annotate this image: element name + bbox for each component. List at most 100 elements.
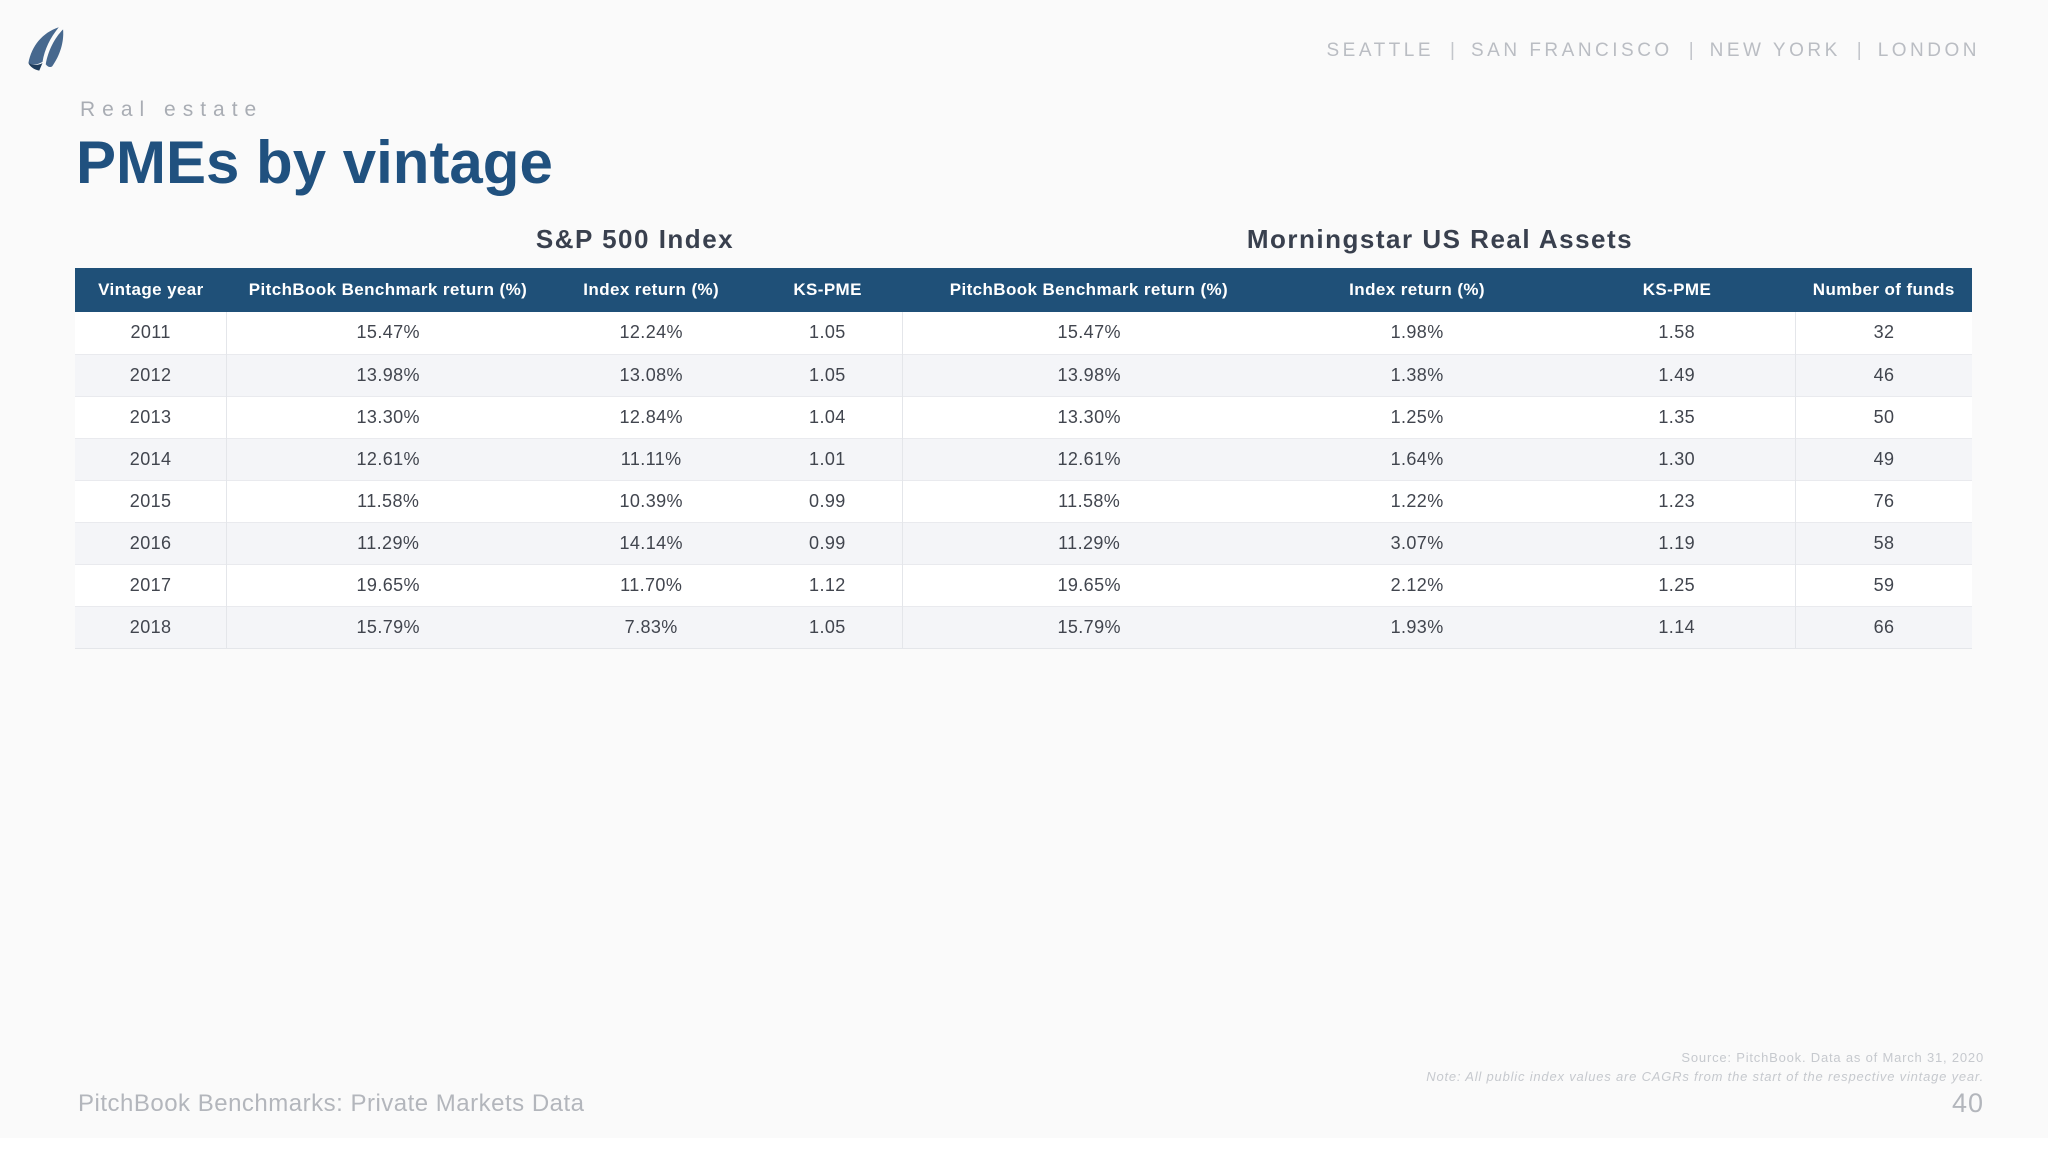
value-cell: 11.58%	[226, 479, 550, 522]
table-row: 2014 12.61% 11.11% 1.01 12.61% 1.64% 1.30 49	[75, 437, 1972, 480]
pme-table: Vintage year PitchBook Benchmark return (…	[75, 268, 1972, 649]
value-cell: 76	[1795, 479, 1972, 522]
city-separator: |	[1450, 40, 1455, 61]
city-label: NEW YORK	[1709, 40, 1841, 61]
column-header: Vintage year	[75, 268, 227, 312]
page-number: 40	[1951, 1088, 1984, 1118]
value-cell: 1.98%	[1390, 322, 1444, 343]
value-cell: 13.30%	[902, 395, 1276, 438]
value-cell: 2.12%	[1275, 563, 1559, 606]
vintage-year-cell: 2017	[75, 563, 228, 606]
column-header: PitchBook Benchmark return (%)	[902, 268, 1276, 312]
table-row: 2017 19.65% 11.70% 1.12 19.65% 2.12% 1.25 59	[75, 563, 1972, 606]
value-cell: 1.25%	[1275, 395, 1559, 438]
value-cell: 13.98%	[226, 353, 550, 396]
value-cell: 15.47%	[356, 322, 420, 343]
value-cell: 1.04	[753, 395, 903, 438]
value-cell: 1.35	[1558, 395, 1797, 438]
city-label: SEATTLE	[1326, 40, 1435, 61]
value-cell: 32	[1873, 322, 1895, 343]
value-cell: 46	[1795, 353, 1972, 396]
table-head: Vintage year PitchBook Benchmark return (…	[75, 268, 1972, 312]
vintage-year-cell: 2012	[75, 353, 228, 396]
value-cell: 12.61%	[902, 437, 1276, 480]
group-title-sp500: S&P 500 Index	[535, 224, 735, 254]
table-row: 2012 13.98% 13.08% 1.05 13.98% 1.38% 1.49 46	[75, 353, 1972, 396]
vintage-year-cell: 2015	[75, 479, 228, 522]
value-cell: 1.64%	[1275, 437, 1559, 480]
pitchbook-logo-icon	[28, 27, 64, 71]
value-cell: 13.08%	[549, 353, 754, 396]
value-cell: 11.29%	[226, 521, 550, 564]
vintage-year-cell: 2014	[75, 437, 228, 480]
value-cell: 1.01	[753, 437, 903, 480]
vintage-year-cell: 2013	[75, 395, 228, 438]
column-header: KS-PME	[753, 268, 903, 312]
city-label: SAN FRANCISCO	[1470, 40, 1673, 61]
value-cell: 19.65%	[902, 563, 1276, 606]
group-title-morningstar: Morningstar US Real Assets	[1246, 224, 1634, 254]
table-header-row: Vintage year PitchBook Benchmark return (…	[75, 268, 1972, 312]
slide-bottom-edge	[0, 1138, 2048, 1152]
value-cell: 13.30%	[226, 395, 550, 438]
table-row: 2015 11.58% 10.39% 0.99 11.58% 1.22% 1.23 76	[75, 479, 1972, 522]
value-cell: 11.70%	[549, 563, 754, 606]
value-cell: 12.84%	[549, 395, 754, 438]
value-cell: 1.05	[753, 353, 903, 396]
source-line: Source: PitchBook. Data as of March 31, …	[1681, 1050, 1984, 1065]
note-line: Note: All public index values are CAGRs …	[1426, 1069, 1984, 1084]
value-cell: 0.99	[753, 479, 903, 522]
value-cell: 11.29%	[902, 521, 1276, 564]
column-header: KS-PME	[1558, 268, 1796, 312]
value-cell: 1.93%	[1275, 605, 1559, 648]
value-cell: 12.24%	[619, 322, 683, 343]
value-cell: 66	[1795, 605, 1972, 648]
value-cell: 58	[1795, 521, 1972, 564]
value-cell: 10.39%	[549, 479, 754, 522]
value-cell: 15.79%	[226, 605, 550, 648]
city-separator: |	[1688, 40, 1694, 61]
value-cell: 1.38%	[1275, 353, 1559, 396]
value-cell: 15.47%	[1057, 322, 1121, 343]
value-cell: 1.23	[1558, 479, 1797, 522]
value-cell: 1.12	[753, 563, 903, 606]
value-cell: 0.99	[753, 521, 903, 564]
value-cell: 1.22%	[1275, 479, 1559, 522]
value-cell: 1.05	[753, 605, 903, 648]
value-cell: 1.25	[1558, 563, 1797, 606]
value-cell: 7.83%	[549, 605, 754, 648]
value-cell: 50	[1795, 395, 1972, 438]
value-cell: 11.11%	[549, 437, 754, 480]
value-cell: 1.30	[1558, 437, 1797, 480]
value-cell: 1.19	[1558, 521, 1797, 564]
city-separator: |	[1856, 40, 1862, 61]
value-cell: 14.14%	[549, 521, 754, 564]
column-header: PitchBook Benchmark return (%)	[226, 268, 550, 312]
table-row: 2011 15.47% 12.24% 1.05 15.47% 1.98% 1.58 32	[75, 312, 1972, 354]
column-header: Index return (%)	[549, 268, 754, 312]
office-locations: SEATTLE | SAN FRANCISCO | NEW YORK | LONDON	[1326, 40, 1980, 62]
value-cell: 59	[1795, 563, 1972, 606]
column-header: Number of funds	[1795, 268, 1972, 312]
value-cell: 3.07%	[1275, 521, 1559, 564]
footnotes: Source: PitchBook. Data as of March 31, …	[1426, 1048, 1984, 1086]
table-row: 2013 13.30% 12.84% 1.04 13.30% 1.25% 1.35 50	[75, 395, 1972, 438]
column-header: Index return (%)	[1275, 268, 1559, 312]
value-cell: 1.49	[1558, 353, 1797, 396]
value-cell: 1.14	[1558, 605, 1797, 648]
value-cell: 15.79%	[902, 605, 1276, 648]
value-cell: 1.05	[753, 312, 903, 354]
value-cell: 12.61%	[226, 437, 550, 480]
value-cell: 1.58	[1558, 312, 1797, 354]
value-cell: 13.98%	[902, 353, 1276, 396]
footer-document-title: PitchBook Benchmarks: Private Markets Da…	[78, 1090, 585, 1117]
section-eyebrow: Real estate	[80, 98, 264, 121]
table-body: 2011 15.47% 12.24% 1.05 15.47% 1.98% 1.58 32 201…	[75, 312, 1972, 648]
table-row: 2018 15.79% 7.83% 1.05 15.79% 1.93% 1.14 66	[75, 605, 1972, 648]
vintage-year-cell: 2011	[75, 312, 228, 354]
value-cell: 11.58%	[902, 479, 1276, 522]
table-row: 2016 11.29% 14.14% 0.99 11.29% 3.07% 1.19 58	[75, 521, 1972, 564]
vintage-year-cell: 2016	[75, 521, 228, 564]
value-cell: 49	[1795, 437, 1972, 480]
